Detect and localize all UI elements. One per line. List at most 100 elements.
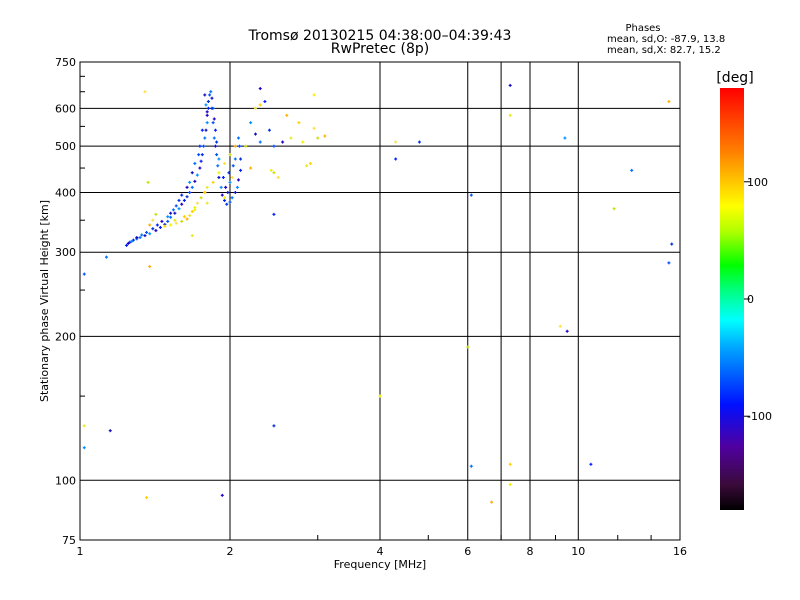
chart-subtitle: RwPretec (8p) (331, 41, 429, 57)
o-mode-point (206, 100, 210, 104)
x-tick-label: 1 (77, 545, 84, 558)
x-mode-point (151, 218, 155, 222)
o-mode-point (231, 164, 235, 168)
o-mode-point (212, 136, 216, 140)
x-mode-point (308, 161, 312, 165)
x-mode-point (244, 144, 248, 148)
o-mode-point (215, 153, 219, 157)
o-mode-point (236, 178, 240, 182)
o-mode-point (224, 185, 228, 189)
x-mode-point (211, 180, 215, 184)
o-mode-point (226, 190, 230, 194)
colorbar-ticks: 100 0 -100 (744, 176, 772, 423)
o-mode-point (670, 242, 674, 246)
colorbar: [deg] 100 0 -100 (716, 70, 772, 510)
x-mode-point (258, 103, 262, 107)
o-mode-point (263, 100, 267, 104)
x-axis-label: Frequency [MHz] (334, 558, 426, 571)
o-mode-point (169, 211, 173, 215)
o-mode-point (228, 180, 232, 184)
y-tick-label: 300 (55, 246, 76, 259)
x-mode-point (174, 221, 178, 225)
o-mode-point (173, 211, 177, 215)
o-mode-point (188, 190, 192, 194)
x-mode-point (285, 113, 289, 117)
y-tick-label: 750 (55, 56, 76, 69)
o-mode-point (177, 207, 181, 211)
x-mode-point (378, 394, 382, 398)
x-tick-label: 4 (377, 545, 384, 558)
o-mode-point (667, 261, 671, 265)
x-mode-point (312, 126, 316, 130)
grid-lines (80, 62, 680, 540)
o-mode-point (104, 255, 108, 259)
x-axis-ticks: 1 2 4 6 8 10 16 (77, 535, 687, 558)
o-mode-point (188, 180, 192, 184)
o-mode-point (166, 219, 170, 223)
o-mode-point (203, 93, 207, 97)
o-mode-point (158, 225, 162, 229)
o-mode-point (221, 175, 225, 179)
x-mode-point (394, 140, 398, 144)
o-mode-point (281, 140, 285, 144)
o-mode-point (131, 238, 135, 242)
x-mode-point (188, 214, 192, 218)
o-mode-point (223, 198, 227, 202)
o-mode-point (508, 83, 512, 87)
o-mode-point (215, 140, 219, 144)
o-mode-point (630, 168, 634, 172)
x-mode-point (466, 345, 470, 349)
x-mode-point (148, 265, 152, 269)
x-mode-point (228, 153, 232, 157)
o-mode-point (589, 462, 593, 466)
o-mode-point (204, 103, 208, 107)
o-mode-point (258, 87, 262, 91)
x-mode-point (143, 90, 147, 94)
o-mode-point (198, 144, 202, 148)
o-mode-point (394, 157, 398, 161)
x-mode-point (508, 462, 512, 466)
x-mode-point (185, 217, 189, 221)
x-mode-point (253, 106, 257, 110)
o-mode-point (258, 140, 262, 144)
x-mode-point (269, 168, 273, 172)
x-mode-point (154, 212, 158, 216)
y-axis-label: Stationary phase Virtual Height [km] (38, 200, 51, 402)
o-mode-point (197, 153, 201, 157)
o-mode-point (177, 198, 181, 202)
x-mode-point (223, 196, 227, 200)
colorbar-label: [deg] (716, 70, 753, 86)
o-mode-point (148, 232, 152, 236)
o-mode-point (200, 128, 204, 132)
o-mode-point (169, 215, 173, 219)
x-mode-point (272, 171, 276, 175)
x-mode-point (217, 171, 221, 175)
x-mode-point (163, 224, 167, 228)
o-mode-point (210, 106, 214, 110)
o-mode-point (417, 140, 421, 144)
x-mode-point (667, 100, 671, 104)
o-mode-point (239, 168, 243, 172)
o-mode-point (140, 233, 144, 237)
x-mode-point (297, 121, 301, 125)
o-mode-point (151, 227, 155, 231)
o-mode-point (238, 144, 242, 148)
o-mode-point (233, 157, 237, 161)
o-mode-point (205, 110, 209, 114)
phases-x-stats: mean, sd,X: 82.7, 15.2 (607, 45, 721, 56)
x-mode-point (490, 500, 494, 504)
o-mode-point (217, 157, 221, 161)
o-mode-point (82, 446, 86, 450)
y-tick-label: 100 (55, 474, 76, 487)
o-mode-point (145, 230, 149, 234)
x-mode-point (249, 166, 253, 170)
o-mode-point (171, 208, 175, 212)
o-mode-point (128, 240, 132, 244)
x-mode-point (173, 218, 177, 222)
o-mode-point (272, 424, 276, 428)
plot-area: 1 2 4 6 8 10 16 75 100 200 300 400 500 600 750 (55, 56, 687, 558)
o-mode-point (236, 136, 240, 140)
o-mode-point (193, 179, 197, 183)
x-mode-point (193, 208, 197, 212)
